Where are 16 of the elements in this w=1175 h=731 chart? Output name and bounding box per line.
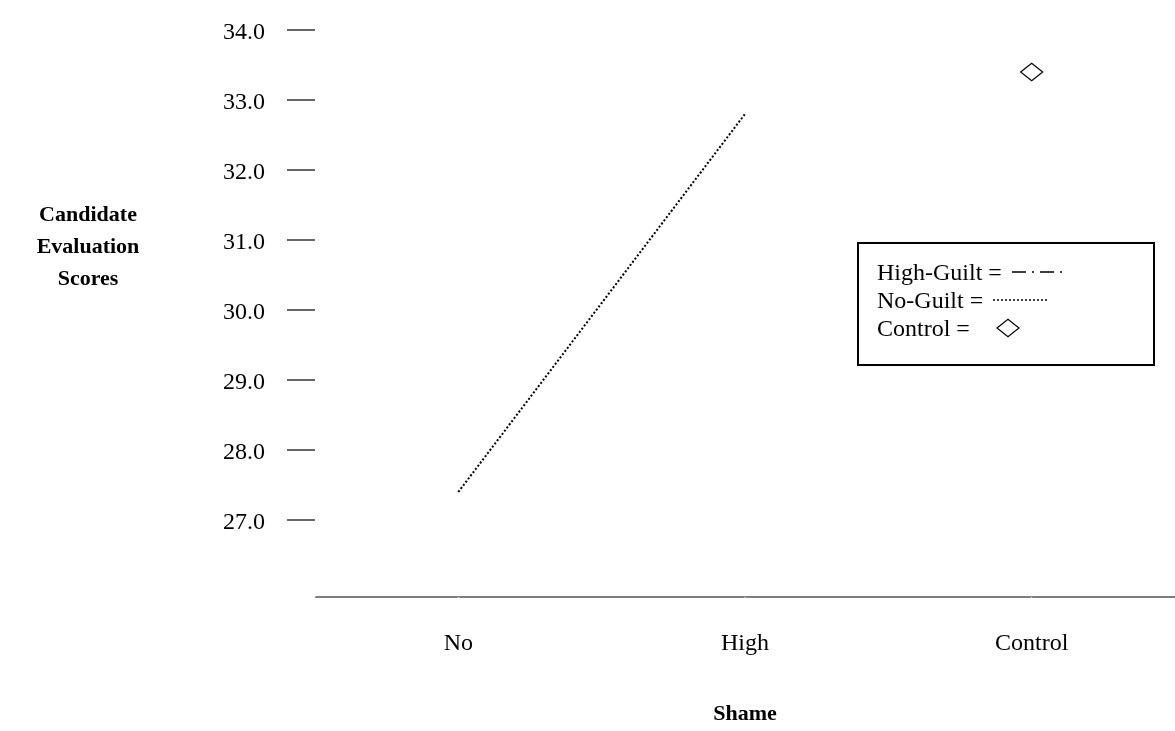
y-tick-label: 34.0 bbox=[223, 17, 265, 44]
x-tick-label: Control bbox=[994, 629, 1069, 656]
y-tick-label: 31.0 bbox=[223, 227, 265, 254]
y-tick-label: 28.0 bbox=[223, 437, 265, 464]
y-axis-title: Candidate Evaluation Scores bbox=[35, 200, 141, 292]
y-tick-label: 30.0 bbox=[223, 297, 265, 324]
legend-label: No-Guilt = bbox=[877, 286, 984, 314]
y-tick-label: 32.0 bbox=[223, 157, 265, 184]
legend-label: High-Guilt = bbox=[877, 258, 1002, 286]
legend-label: Control = bbox=[877, 314, 970, 342]
y-tick-label: 27.0 bbox=[223, 507, 265, 534]
y-tick-label: 33.0 bbox=[223, 87, 265, 114]
x-tick-label: No bbox=[443, 629, 474, 656]
y-tick-label: 29.0 bbox=[223, 367, 265, 394]
x-tick-label: High bbox=[721, 629, 769, 656]
x-axis-title: Shame bbox=[712, 700, 778, 726]
